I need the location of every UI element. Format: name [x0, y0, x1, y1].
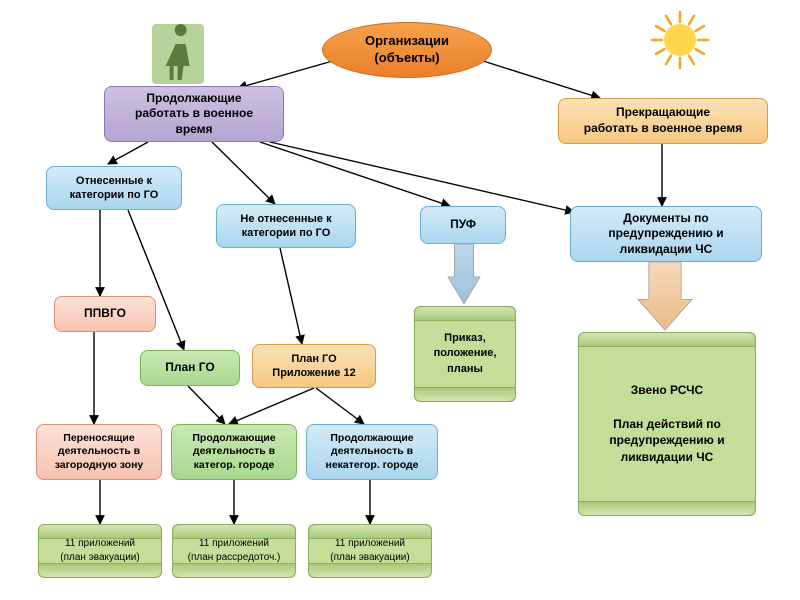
- node-continuing_nocat: Продолжающиедеятельность внекатегор. гор…: [306, 424, 438, 480]
- node-puf: ПУФ: [420, 206, 506, 244]
- node-stop-label: Прекращающиеработать в военное время: [584, 105, 742, 136]
- node-scroll_a3-label: 11 приложений(план эвакуации): [309, 539, 431, 563]
- node-continue: Продолжающиеработать в военноевремя: [104, 86, 284, 142]
- node-puf-label: ПУФ: [450, 217, 476, 233]
- node-scroll_a2-label: 11 приложений(план рассредоточ.): [173, 539, 295, 563]
- node-plango-label: План ГО: [165, 360, 214, 376]
- node-root-label: Организации(объекты): [365, 33, 449, 67]
- node-scroll_puf: Приказ,положение,планы: [414, 306, 516, 402]
- node-scroll_rscs-label: Звено РСЧСПлан действий попредупреждению…: [579, 347, 755, 501]
- node-ppvgo-label: ППВГО: [84, 306, 126, 322]
- node-scroll_rscs: Звено РСЧСПлан действий попредупреждению…: [578, 332, 756, 516]
- node-moving: Переносящиедеятельность взагородную зону: [36, 424, 162, 480]
- node-ppvgo: ППВГО: [54, 296, 156, 332]
- node-scroll_puf-label: Приказ,положение,планы: [415, 321, 515, 387]
- node-notcat-label: Не отнесенные ккатегории по ГО: [240, 212, 331, 241]
- node-cat-label: Отнесенные ккатегории по ГО: [70, 174, 159, 203]
- node-plango: План ГО: [140, 350, 240, 386]
- node-cat: Отнесенные ккатегории по ГО: [46, 166, 182, 210]
- node-docs-label: Документы попредупреждению иликвидации Ч…: [608, 211, 723, 258]
- node-root: Организации(объекты): [322, 22, 492, 78]
- node-notcat: Не отнесенные ккатегории по ГО: [216, 204, 356, 248]
- node-plan12-label: План ГОПриложение 12: [272, 352, 355, 381]
- node-plan12: План ГОПриложение 12: [252, 344, 376, 388]
- node-scroll_a1-label: 11 приложений(план эвакуации): [39, 539, 161, 563]
- node-docs: Документы попредупреждению иликвидации Ч…: [570, 206, 762, 262]
- node-continuing_nocat-label: Продолжающиедеятельность внекатегор. гор…: [326, 432, 419, 473]
- person-icon: [152, 24, 204, 84]
- node-continuing_cat: Продолжающиедеятельность вкатегор. город…: [171, 424, 297, 480]
- node-moving-label: Переносящиедеятельность взагородную зону: [55, 432, 144, 473]
- node-scroll_a2: 11 приложений(план рассредоточ.): [172, 524, 296, 578]
- node-stop: Прекращающиеработать в военное время: [558, 98, 768, 144]
- node-continuing_cat-label: Продолжающиедеятельность вкатегор. город…: [192, 432, 275, 473]
- node-scroll_a1: 11 приложений(план эвакуации): [38, 524, 162, 578]
- sun-icon: [652, 12, 708, 68]
- node-continue-label: Продолжающиеработать в военноевремя: [135, 91, 253, 138]
- node-scroll_a3: 11 приложений(план эвакуации): [308, 524, 432, 578]
